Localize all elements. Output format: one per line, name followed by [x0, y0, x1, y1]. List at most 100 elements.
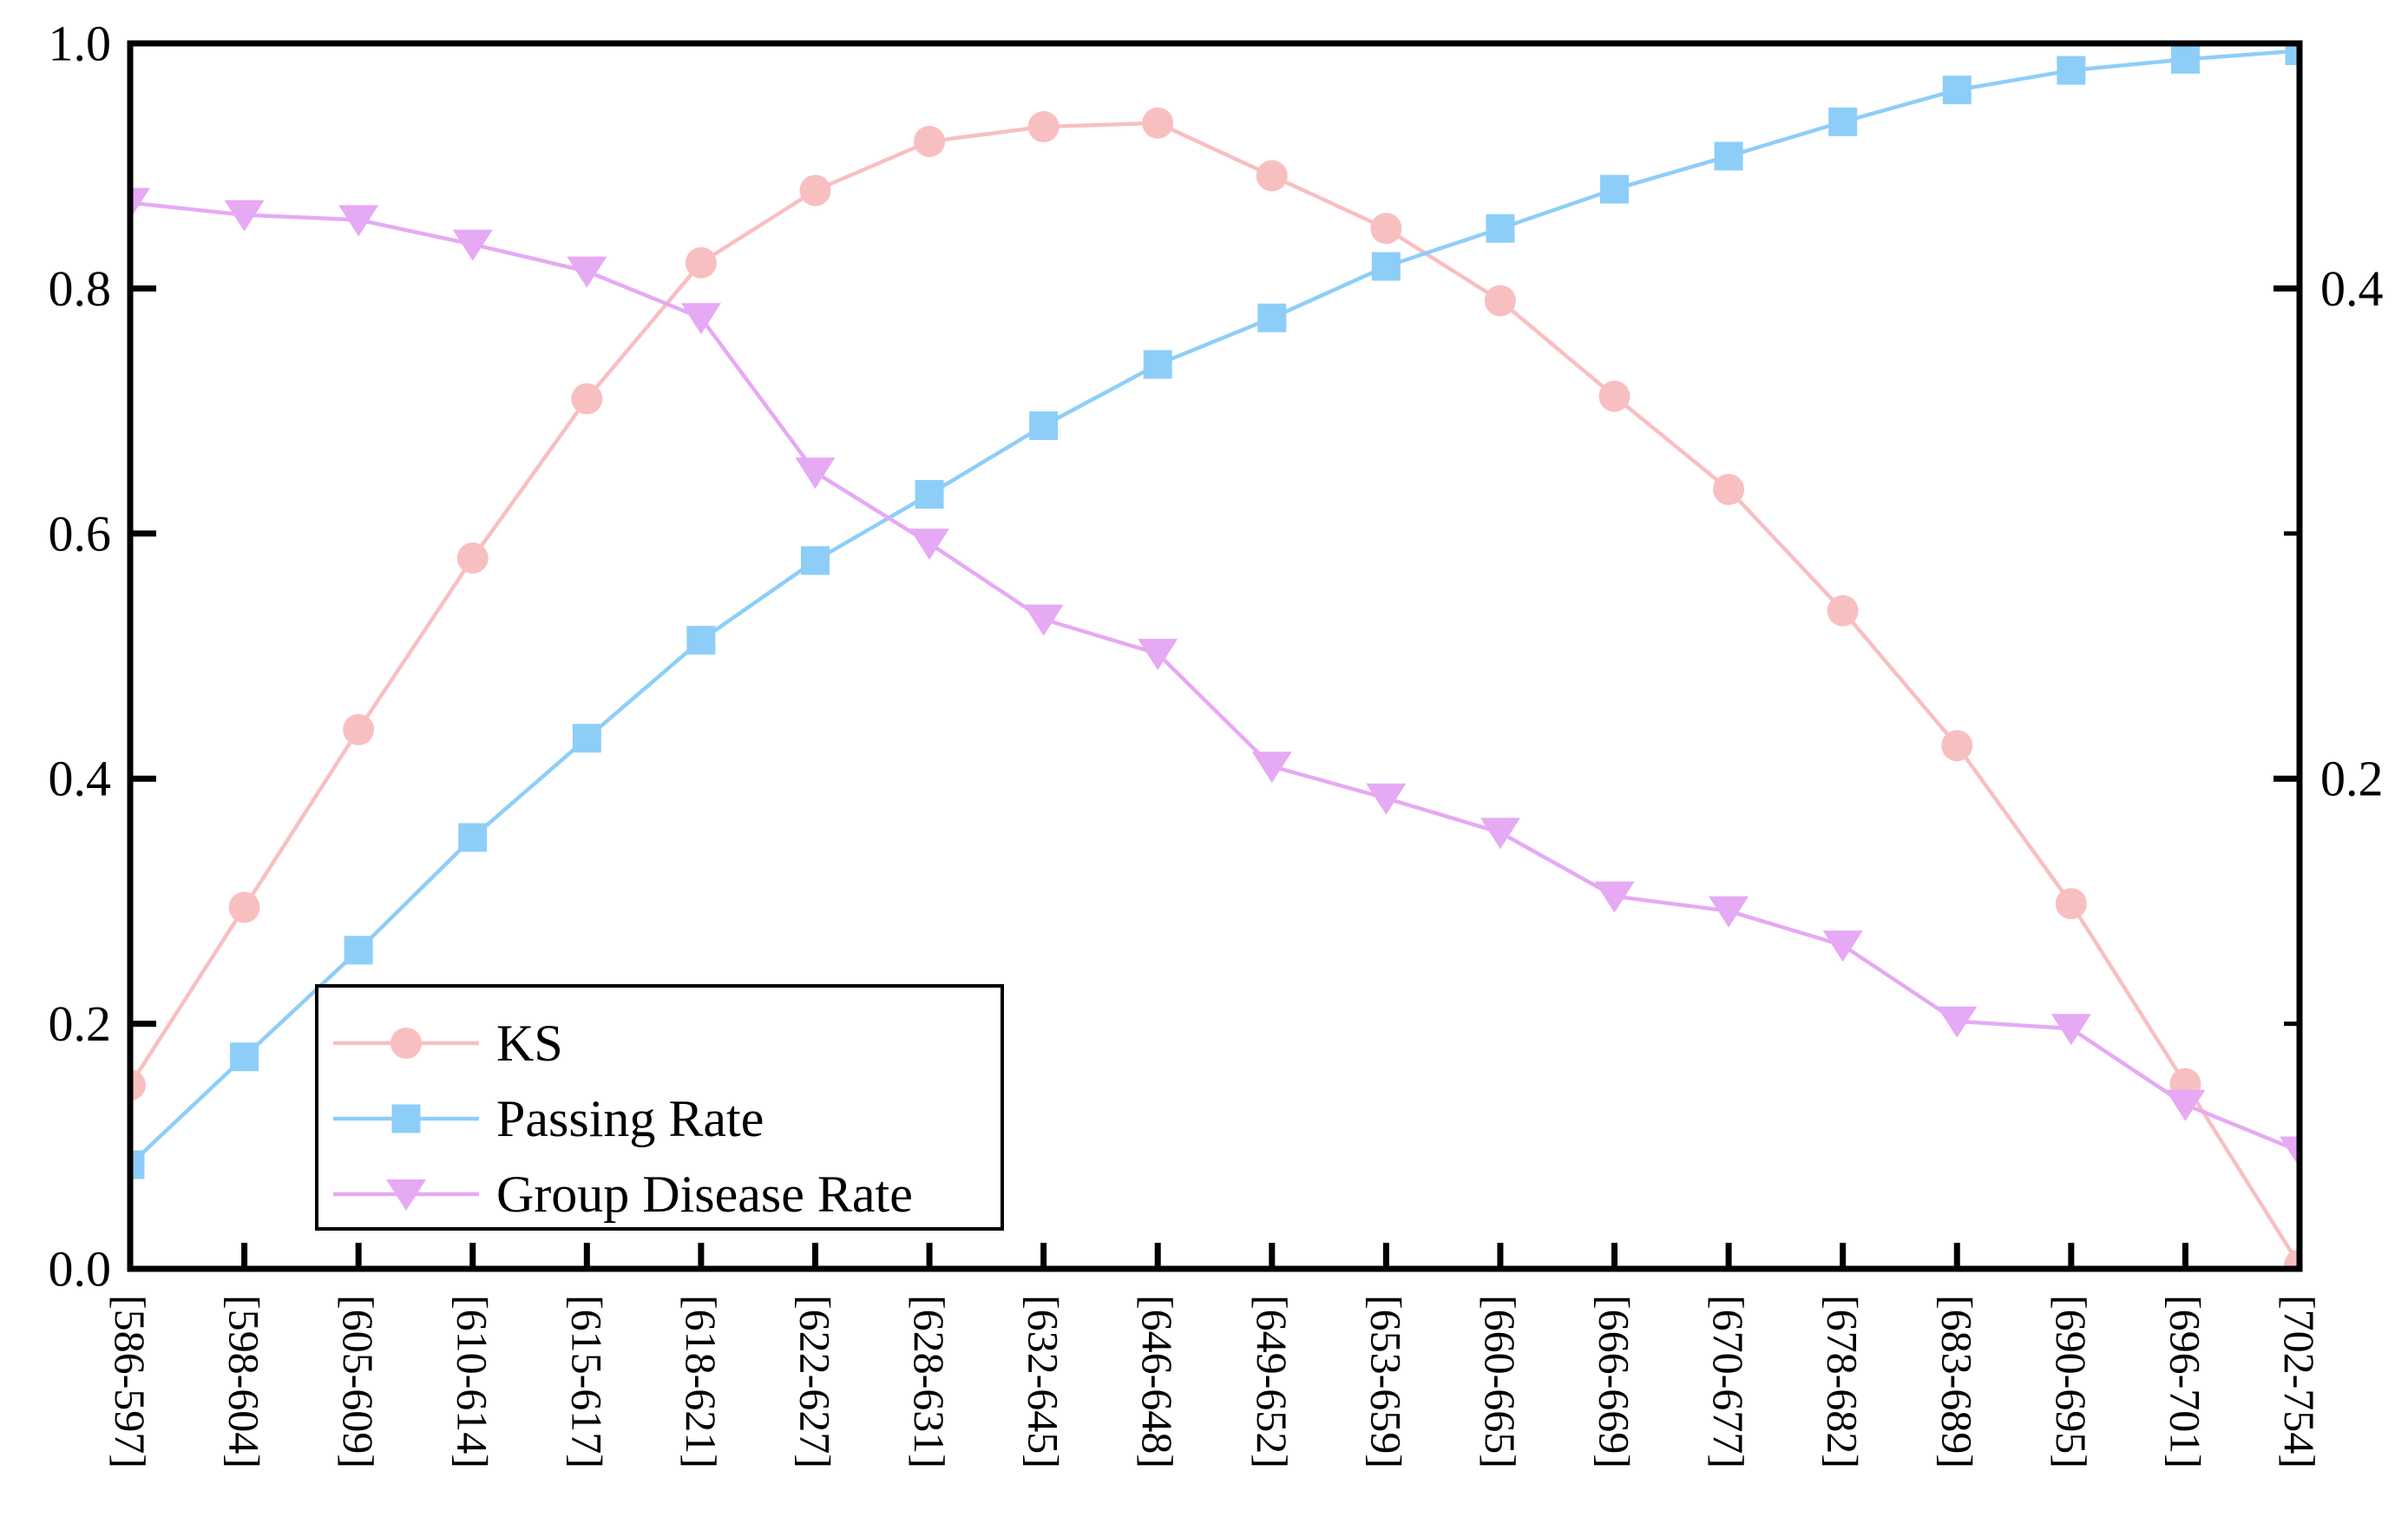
axes-spines	[127, 40, 2303, 1272]
x-axis: [586-597] [598-604] [605-609] [610-614] [615…	[106, 1243, 2324, 1468]
series-group-disease-rate-line	[130, 200, 2300, 1153]
series-group-disease-rate-marker	[909, 529, 950, 561]
series-passing-rate-marker	[1029, 411, 1059, 441]
series-ks-marker	[1484, 285, 1516, 317]
series-ks-marker	[1713, 473, 1745, 505]
series-ks-marker	[1827, 594, 1859, 627]
series-passing-rate-marker	[1828, 107, 1858, 136]
left-tick-label: 0.6	[49, 505, 112, 562]
x-tick-label: [696-701]	[2161, 1295, 2209, 1468]
series-passing-rate-marker	[130, 1150, 145, 1179]
right-tick-label: 0.4	[2320, 260, 2384, 317]
x-tick-label: [678-682]	[1819, 1295, 1867, 1468]
legend-label: KS	[496, 1015, 563, 1072]
legend-item: KS	[333, 1015, 563, 1072]
left-tick-label: 1.0	[49, 16, 112, 72]
series-ks-marker	[1027, 111, 1060, 143]
left-axis: 0.0 0.2 0.4 0.6 0.8 1.0	[49, 16, 156, 1297]
x-tick-label: [586-597]	[106, 1295, 154, 1468]
legend-box	[315, 984, 1004, 1231]
legend-marker-square	[391, 1104, 421, 1133]
series-group-disease-rate-marker	[567, 256, 607, 288]
series-group-disease-rate-marker	[130, 187, 150, 220]
x-tick-label: [649-652]	[1248, 1295, 1296, 1468]
series-ks-marker	[799, 174, 831, 207]
x-tick-label: [666-669]	[1591, 1295, 1639, 1468]
series-passing-rate-marker	[1942, 76, 1972, 105]
series-passing-rate	[130, 43, 2300, 1179]
series-passing-rate-marker	[458, 823, 488, 852]
series-passing-rate-marker	[1371, 252, 1401, 281]
legend-item: Passing Rate	[333, 1090, 764, 1147]
series-group-disease-rate-marker	[680, 303, 721, 335]
x-tick-label: [646-648]	[1133, 1295, 1182, 1468]
series-group-disease-rate-marker	[1023, 604, 1064, 636]
series-passing-rate-marker	[1714, 141, 1743, 171]
series-ks-marker	[685, 246, 717, 279]
series-passing-rate-marker	[800, 546, 830, 575]
series-passing-rate-marker	[686, 626, 716, 655]
x-tick-label: [598-604]	[220, 1295, 269, 1468]
series-passing-rate-marker	[1486, 213, 1515, 243]
series-passing-rate-marker	[344, 936, 373, 965]
series-ks	[130, 107, 2300, 1269]
x-tick-label: [683-689]	[1932, 1295, 1981, 1468]
series-group-disease-rate-marker	[224, 200, 265, 232]
left-tick-label: 0.8	[49, 260, 112, 317]
series-group-disease-rate-marker	[1709, 896, 1749, 928]
x-tick-label: [632-645]	[1020, 1295, 1068, 1468]
legend-marker-triangle-down	[386, 1179, 426, 1211]
series-ks-marker	[1370, 213, 1402, 245]
series-ks-marker	[571, 383, 603, 415]
series-ks-marker	[1941, 730, 1973, 762]
series-passing-rate-marker	[2170, 44, 2200, 74]
series-ks-marker	[2055, 888, 2087, 920]
x-tick-label: [628-631]	[905, 1295, 954, 1468]
x-tick-label: [605-609]	[334, 1295, 383, 1468]
series-group-disease-rate-marker	[1822, 930, 1863, 962]
left-tick-label: 0.2	[49, 995, 112, 1052]
series-ks-marker	[1142, 107, 1174, 139]
series-passing-rate-marker	[915, 480, 944, 509]
legend-label: Passing Rate	[496, 1090, 764, 1147]
series-group-disease-rate-marker	[2050, 1014, 2091, 1046]
left-tick-label: 0.4	[49, 751, 112, 807]
x-tick-label: [702-754]	[2275, 1295, 2324, 1468]
series-ks-line	[130, 121, 2300, 1266]
series-ks-marker	[130, 1069, 146, 1101]
series-group-disease-rate-marker	[2165, 1089, 2206, 1121]
series-group-disease-rate-marker	[1251, 752, 1292, 784]
series-passing-rate-marker	[2057, 56, 2086, 85]
series-group-disease-rate-marker	[2280, 1136, 2300, 1168]
right-axis: 0.2 0.4	[2273, 260, 2384, 1027]
x-tick-label: [670-677]	[1704, 1295, 1753, 1468]
x-tick-label: [615-617]	[562, 1295, 611, 1468]
series-group-disease-rate	[130, 187, 2300, 1168]
legend: KS Passing Rate Group Disease Rate	[315, 984, 1004, 1231]
series-passing-rate-marker	[230, 1042, 259, 1072]
series-passing-rate-marker	[1257, 303, 1287, 332]
x-tick-label: [690-695]	[2047, 1295, 2096, 1468]
series-passing-rate-marker	[1600, 174, 1630, 204]
series-ks-marker	[456, 542, 489, 575]
x-tick-label: [653-659]	[1361, 1295, 1410, 1468]
series-group-disease-rate-marker	[1480, 818, 1520, 850]
series-passing-rate-marker	[572, 724, 601, 753]
right-tick-label: 0.2	[2320, 751, 2384, 807]
x-tick-label: [622-627]	[791, 1295, 839, 1468]
series-group-disease-rate-marker	[452, 229, 493, 261]
series-group-disease-rate-marker	[1366, 783, 1407, 815]
series-ks-marker	[914, 125, 946, 157]
series-ks-marker	[1598, 380, 1630, 412]
series-passing-rate-line	[130, 49, 2300, 1166]
x-tick-label: [618-621]	[677, 1295, 725, 1468]
series-ks-marker	[228, 891, 260, 923]
series-ks-marker	[343, 713, 375, 746]
series-passing-rate-marker	[1143, 350, 1172, 379]
series-ks-marker	[2284, 1249, 2300, 1269]
series-passing-rate-marker	[2285, 43, 2300, 65]
legend-item: Group Disease Rate	[333, 1166, 913, 1223]
series-group-disease-rate-marker	[1937, 1006, 1978, 1038]
